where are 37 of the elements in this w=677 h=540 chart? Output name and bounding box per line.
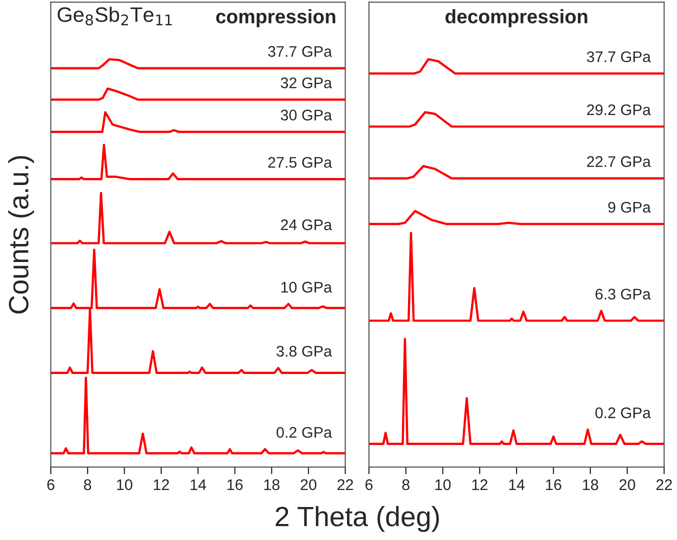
series-label: 32 GPa: [280, 77, 332, 88]
x-tick-label: 22: [338, 479, 353, 490]
text: Ge$_{8}$Sb$_{2}$Te$_{11}$: [58, 6, 172, 26]
series-label: 9 GPa: [608, 202, 651, 213]
x-tick-label: 6: [365, 479, 373, 490]
x-tick-label: 8: [402, 479, 410, 490]
x-tick-label: 16: [228, 479, 243, 490]
y-axis-title: Counts (a.u.): [8, 156, 34, 314]
x-tick-label: 10: [435, 479, 451, 490]
series-label: 29.2 GPa: [587, 104, 651, 116]
series-label: 37.7 GPa: [268, 46, 332, 57]
series-label: 0.2 GPa: [595, 407, 651, 418]
x-tick-label: 6: [47, 479, 54, 490]
series-label: 22.7 GPa: [587, 156, 651, 167]
x-tick-label: 10: [117, 479, 132, 490]
x-tick-label: 20: [300, 479, 316, 490]
x-tick-label: 20: [620, 479, 636, 490]
x-tick-label: 14: [509, 479, 525, 490]
x-tick-label: 22: [656, 479, 672, 490]
series-label: 24 GPa: [280, 219, 332, 230]
series-label: 3.8 GPa: [276, 346, 332, 357]
x-tick-label: 12: [154, 479, 169, 490]
x-tick-label: 18: [583, 479, 598, 490]
series-label: 27.5 GPa: [268, 156, 332, 168]
chart-title: compression: [216, 9, 336, 28]
x-tick-label: 16: [546, 479, 562, 490]
series-label: 0.2 GPa: [276, 426, 332, 438]
x-tick-label: 14: [190, 479, 206, 490]
chart-title: decompression: [445, 9, 588, 28]
series-label: 30 GPa: [280, 110, 332, 120]
x-tick-label: 12: [472, 479, 488, 490]
x-tick-label: 18: [264, 479, 280, 490]
x-tick-label: 8: [84, 479, 92, 490]
series-label: 6.3 GPa: [596, 288, 651, 300]
x-axis-title: 2 Theta (deg): [276, 506, 439, 532]
series-label: 37.7 GPa: [586, 51, 651, 62]
series-label: 10 GPa: [281, 282, 332, 293]
